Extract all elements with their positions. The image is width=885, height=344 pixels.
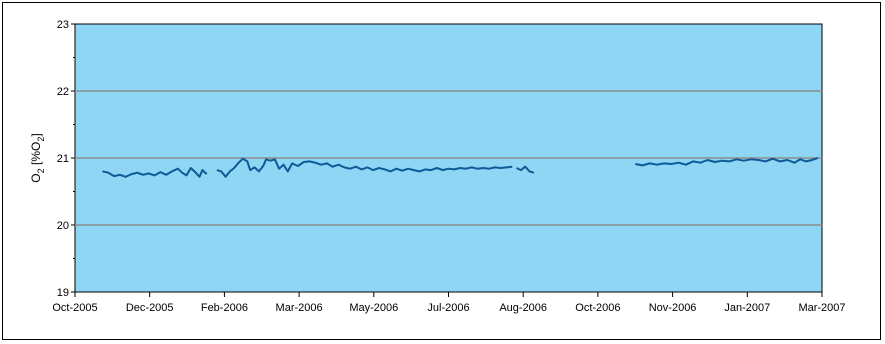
y-tick-label: 21: [57, 153, 69, 165]
y-axis-label: O2 [%O2]: [29, 133, 46, 182]
x-tick-label: Mar-2007: [798, 302, 845, 314]
x-tick-label: Jan-2007: [724, 302, 770, 314]
x-tick-label: May-2006: [349, 302, 398, 314]
series-line-segment: [216, 157, 513, 178]
x-tick-label: Nov-2006: [649, 302, 697, 314]
y-tick-label: 22: [57, 86, 69, 98]
x-tick-label: Dec-2005: [126, 302, 174, 314]
x-ticks: Oct-2005 Dec-2005 Feb-2006 Mar-2006 May-2006…: [52, 292, 846, 314]
y-ticks: 19 20 21 22 23: [57, 19, 75, 299]
x-tick-label: Oct-2005: [52, 302, 97, 314]
series-lines: [102, 157, 819, 178]
x-tick-label: Oct-2006: [575, 302, 620, 314]
y-label-main: O: [29, 173, 43, 182]
y-tick-label: 23: [57, 19, 69, 31]
series-line-segment: [102, 167, 208, 178]
x-tick-label: Jul-2006: [427, 302, 469, 314]
y-label-mid: [%O: [29, 142, 43, 169]
x-tick-label: Aug-2006: [499, 302, 547, 314]
x-tick-label: Feb-2006: [201, 302, 248, 314]
y-tick-label: 19: [57, 287, 69, 299]
x-tick-label: Mar-2006: [276, 302, 323, 314]
y-label-end: ]: [29, 133, 43, 136]
y-tick-label: 20: [57, 220, 69, 232]
gridlines: [75, 90, 822, 226]
y-label-sub1: 2: [36, 168, 46, 173]
series-line-segment: [516, 165, 535, 174]
series-line-segment: [635, 157, 819, 167]
y-label-sub2: 2: [36, 137, 46, 142]
